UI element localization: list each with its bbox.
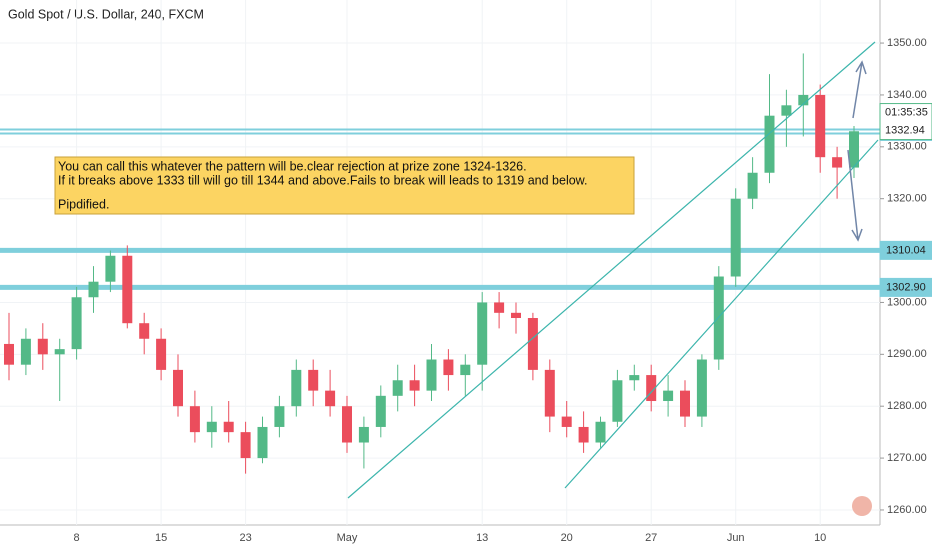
candle-body — [595, 421, 606, 443]
candle-body — [730, 198, 741, 277]
y-tick-label: 1320.00 — [887, 193, 927, 205]
y-tick-label: 1270.00 — [887, 452, 927, 464]
candle-body — [798, 94, 809, 106]
candle-body — [409, 380, 420, 391]
x-tick-label: 20 — [561, 532, 573, 544]
annotation-box — [54, 156, 635, 215]
candle-body — [291, 369, 302, 407]
candle-body — [680, 390, 690, 417]
candle-body — [832, 157, 843, 168]
arrow-up — [852, 60, 867, 119]
candle-body — [105, 255, 116, 282]
arrows — [847, 60, 867, 242]
candle-body — [849, 131, 859, 168]
x-tick-label: 10 — [814, 532, 826, 544]
candle-body — [544, 369, 555, 417]
drawings — [347, 41, 879, 499]
candle-body — [342, 406, 352, 443]
candle-body — [426, 359, 437, 391]
price-level-label: 1310.04 — [886, 244, 926, 256]
candle-body — [527, 318, 538, 370]
candle-body — [511, 312, 521, 319]
price-level-label: 1302.90 — [886, 281, 926, 293]
trend-line — [564, 139, 879, 489]
countdown: 01:35:35 — [885, 106, 928, 118]
candle-body — [392, 380, 403, 396]
y-tick-label: 1300.00 — [887, 296, 927, 308]
annotation-line: If it breaks above 1333 till will go til… — [58, 173, 588, 187]
candles — [4, 53, 859, 474]
candle-body — [696, 359, 707, 417]
candle-body — [358, 426, 369, 443]
candle-body — [713, 276, 724, 360]
candle-body — [764, 115, 775, 173]
candle-body — [139, 323, 150, 339]
logo — [852, 496, 872, 516]
candle-body — [629, 375, 640, 381]
candle-body — [54, 349, 65, 355]
candle-body — [612, 380, 623, 422]
x-tick-label: 23 — [239, 532, 251, 544]
candle-body — [274, 406, 285, 427]
candle-body — [781, 105, 792, 116]
chart-title: Gold Spot / U.S. Dollar, 240, FXCM — [8, 7, 204, 21]
price-level-badge — [879, 240, 932, 260]
axes: 1260.00 1270.00 1280.00 1290.00 1300.00 1310.… — [74, 37, 932, 544]
candle-body — [206, 421, 217, 433]
candle-body — [443, 359, 454, 376]
y-tick-label: 1340.00 — [887, 89, 927, 101]
annotation-line: Pipdified. — [58, 197, 109, 211]
last-price-label: 1332.94 — [885, 124, 925, 136]
candle-body — [37, 338, 48, 355]
candle-body — [815, 94, 826, 158]
x-tick-label: May — [337, 532, 358, 544]
candle-body — [494, 302, 505, 313]
y-tick-label: 1280.00 — [887, 400, 927, 412]
annotation-line: You can call this whatever the pattern w… — [58, 159, 527, 173]
price-level-badge — [879, 277, 932, 297]
x-tick-label: 27 — [645, 532, 657, 544]
candle-body — [325, 390, 336, 407]
candle-body — [578, 426, 589, 443]
candle-body — [663, 390, 674, 402]
candle-body — [460, 364, 471, 376]
candle-body — [747, 172, 758, 199]
y-tick-label: 1260.00 — [887, 504, 927, 516]
x-tick-label: 8 — [74, 532, 80, 544]
candle-body — [477, 302, 488, 365]
candle-body — [156, 338, 167, 370]
candle-body — [646, 375, 657, 402]
candle-body — [122, 255, 133, 324]
x-tick-label: 13 — [476, 532, 488, 544]
y-tick-label: 1350.00 — [887, 37, 927, 49]
grid — [0, 0, 880, 525]
y-tick-label: 1330.00 — [887, 141, 927, 153]
candle-body — [223, 421, 234, 433]
last-price-badge — [879, 103, 932, 141]
candle-body — [240, 432, 251, 459]
candle-body — [308, 369, 319, 391]
candle-body — [88, 281, 99, 298]
x-tick-label: 15 — [155, 532, 167, 544]
candle-body — [257, 426, 268, 459]
y-tick-label: 1290.00 — [887, 348, 927, 360]
candle-body — [71, 297, 82, 350]
x-tick-label: Jun — [727, 532, 745, 544]
candle-body — [375, 395, 386, 427]
candle-body — [173, 369, 183, 407]
arrow-down — [847, 149, 863, 242]
trend-line — [347, 41, 876, 499]
candle-body — [561, 416, 572, 427]
candle-body — [4, 343, 14, 365]
candle-body — [189, 406, 200, 433]
candle-body — [20, 338, 31, 365]
